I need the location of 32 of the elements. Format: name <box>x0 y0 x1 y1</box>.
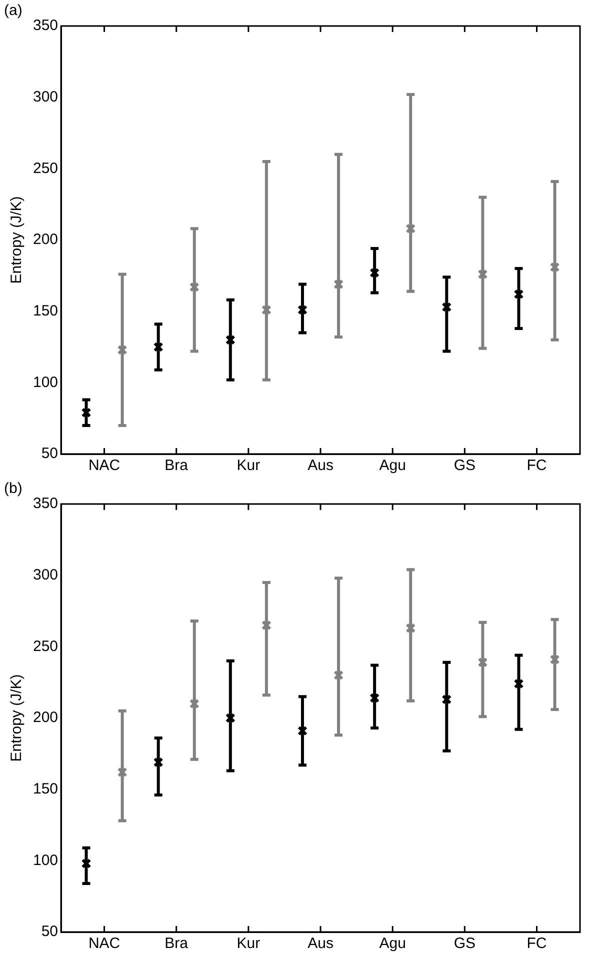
y-tick-label: 300 <box>32 566 58 584</box>
chart-title: (b) <box>4 480 22 498</box>
y-tick-label: 50 <box>41 923 58 940</box>
y-tick-label: 100 <box>32 852 58 869</box>
x-tick-label: Kur <box>236 457 260 474</box>
y-tick-label: 150 <box>32 780 58 798</box>
x-tick-label: FC <box>526 935 547 952</box>
y-tick-label: 100 <box>32 374 58 391</box>
x-tick-label: Agu <box>379 457 406 474</box>
y-tick-label: 300 <box>32 88 58 106</box>
x-tick-label: GS <box>454 935 476 952</box>
y-tick-label: 50 <box>41 445 58 462</box>
x-tick-label: Bra <box>164 457 189 474</box>
x-tick-label: Kur <box>236 935 260 952</box>
y-tick-label: 200 <box>32 709 58 726</box>
y-tick-label: 250 <box>32 160 58 177</box>
x-tick-label: Bra <box>164 935 189 952</box>
y-tick-label: 350 <box>32 17 58 34</box>
x-tick-label: Aus <box>308 457 334 474</box>
y-tick-label: 150 <box>32 302 58 320</box>
y-axis-title: Entropy (J/K) <box>8 196 26 284</box>
chart-title: (a) <box>4 2 22 20</box>
y-axis-title: Entropy (J/K) <box>8 674 26 762</box>
y-tick-label: 250 <box>32 638 58 655</box>
x-tick-label: GS <box>454 457 476 474</box>
y-tick-label: 350 <box>32 495 58 512</box>
x-tick-label: NAC <box>88 935 120 952</box>
x-tick-label: FC <box>526 457 547 474</box>
y-tick-label: 200 <box>32 231 58 248</box>
x-tick-label: Agu <box>379 935 406 952</box>
x-tick-label: Aus <box>308 935 334 952</box>
x-tick-label: NAC <box>88 457 120 474</box>
